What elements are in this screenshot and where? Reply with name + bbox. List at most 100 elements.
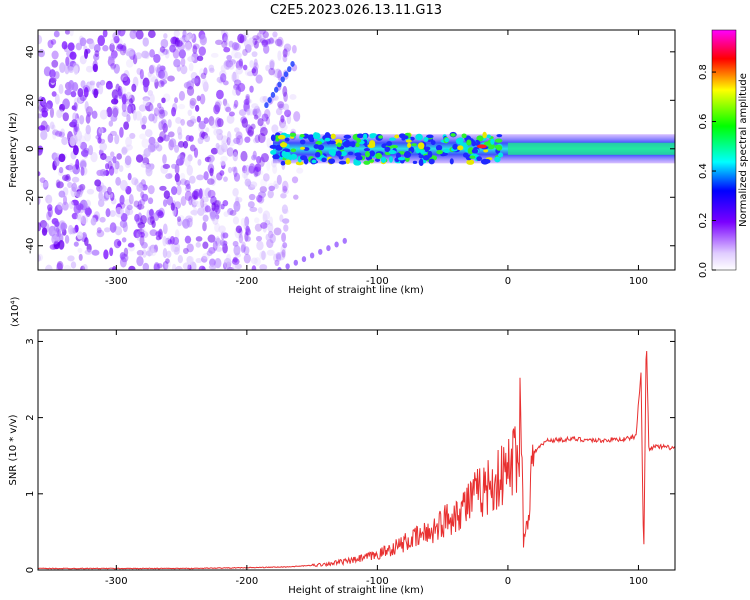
noise-blob bbox=[234, 173, 240, 182]
noise-blob bbox=[257, 118, 263, 126]
colorbar-tick-label: 0.4 bbox=[698, 163, 709, 179]
band-blob bbox=[490, 139, 494, 145]
noise-blob bbox=[47, 204, 52, 211]
noise-blob bbox=[218, 225, 226, 233]
noise-blob bbox=[223, 80, 229, 85]
noise-blob bbox=[196, 174, 204, 180]
colorbar-tick-label: 0.0 bbox=[698, 262, 709, 278]
noise-blob bbox=[133, 110, 137, 121]
band-blob bbox=[466, 139, 471, 145]
band-blob bbox=[353, 160, 361, 165]
diagonal-trace-blob bbox=[287, 66, 291, 72]
diagonal-trace-blob bbox=[271, 92, 275, 98]
noise-blob bbox=[289, 94, 296, 100]
noise-blob bbox=[233, 152, 238, 162]
noise-blob bbox=[193, 189, 200, 197]
noise-blob bbox=[210, 211, 216, 219]
noise-blob bbox=[110, 222, 117, 233]
noise-blob bbox=[204, 171, 209, 180]
noise-blob bbox=[127, 48, 135, 56]
noise-blob bbox=[207, 178, 215, 185]
noise-blob bbox=[166, 251, 171, 258]
noise-blob bbox=[59, 84, 64, 94]
noise-blob bbox=[292, 176, 298, 183]
spectrogram-ylabel: Frequency (Hz) bbox=[8, 112, 19, 188]
noise-blob bbox=[227, 131, 231, 142]
noise-blob bbox=[140, 191, 144, 198]
noise-blob bbox=[112, 156, 116, 163]
noise-blob bbox=[71, 261, 76, 268]
noise-blob bbox=[143, 37, 149, 46]
noise-blob bbox=[242, 49, 247, 56]
noise-blob bbox=[50, 107, 54, 118]
noise-blob bbox=[172, 237, 179, 245]
noise-blob bbox=[180, 65, 187, 74]
noise-blob bbox=[252, 35, 259, 40]
noise-blob bbox=[62, 175, 69, 181]
noise-blob bbox=[276, 108, 282, 115]
band-blob bbox=[285, 138, 290, 142]
noise-blob bbox=[68, 80, 74, 91]
y-tick-label: 0 bbox=[25, 567, 36, 573]
noise-blob bbox=[57, 261, 64, 270]
noise-blob bbox=[202, 79, 208, 88]
snr-frame bbox=[38, 330, 675, 570]
noise-blob bbox=[196, 258, 203, 263]
band-blob bbox=[452, 144, 458, 150]
band-blob bbox=[314, 144, 320, 149]
noise-blob bbox=[162, 154, 167, 164]
noise-blob bbox=[203, 215, 209, 222]
noise-blob bbox=[79, 184, 85, 191]
noise-blob bbox=[99, 84, 104, 94]
noise-blob bbox=[261, 153, 266, 162]
band-blob bbox=[472, 149, 478, 154]
noise-blob bbox=[253, 108, 258, 115]
noise-blob bbox=[214, 204, 219, 213]
noise-blob bbox=[75, 191, 82, 198]
noise-blob bbox=[245, 179, 251, 187]
noise-blob bbox=[187, 56, 195, 62]
noise-blob bbox=[254, 115, 259, 120]
noise-blob bbox=[120, 195, 125, 204]
noise-blob bbox=[100, 169, 107, 177]
noise-blob bbox=[186, 135, 191, 141]
band-blob bbox=[394, 135, 399, 139]
colorbar-label: Normalized spectral amplitude bbox=[738, 73, 749, 227]
noise-blob bbox=[62, 98, 70, 109]
band-blob bbox=[346, 158, 350, 164]
noise-blob bbox=[221, 141, 226, 149]
noise-blob bbox=[40, 130, 47, 140]
noise-blob bbox=[71, 91, 77, 97]
diagonal-trace-blob bbox=[277, 82, 281, 88]
band-blob bbox=[300, 140, 306, 145]
noise-blob bbox=[141, 124, 146, 129]
noise-blob bbox=[56, 181, 63, 188]
noise-blob bbox=[111, 98, 118, 104]
noise-blob bbox=[87, 189, 94, 195]
noise-blob bbox=[38, 125, 45, 131]
noise-blob bbox=[136, 184, 143, 192]
noise-blob bbox=[99, 143, 107, 151]
noise-blob bbox=[205, 127, 209, 132]
band-blob bbox=[495, 138, 503, 142]
noise-blob bbox=[233, 216, 239, 224]
noise-blob bbox=[148, 30, 156, 38]
noise-blob bbox=[266, 234, 270, 241]
noise-blob bbox=[114, 239, 121, 248]
noise-blob bbox=[80, 167, 84, 176]
noise-blob bbox=[62, 202, 69, 211]
noise-blob bbox=[74, 204, 82, 214]
noise-blob bbox=[164, 190, 170, 199]
noise-blob bbox=[100, 153, 107, 160]
noise-blob bbox=[157, 211, 164, 218]
noise-blob bbox=[91, 217, 97, 225]
noise-blob bbox=[136, 230, 141, 241]
noise-blob bbox=[263, 210, 271, 220]
noise-blob bbox=[110, 131, 117, 136]
noise-blob bbox=[140, 215, 147, 224]
band-blob bbox=[494, 157, 500, 163]
heatmap-layer bbox=[35, 25, 675, 275]
noise-blob bbox=[266, 117, 270, 125]
noise-blob bbox=[176, 40, 182, 47]
band-blob bbox=[457, 145, 463, 150]
